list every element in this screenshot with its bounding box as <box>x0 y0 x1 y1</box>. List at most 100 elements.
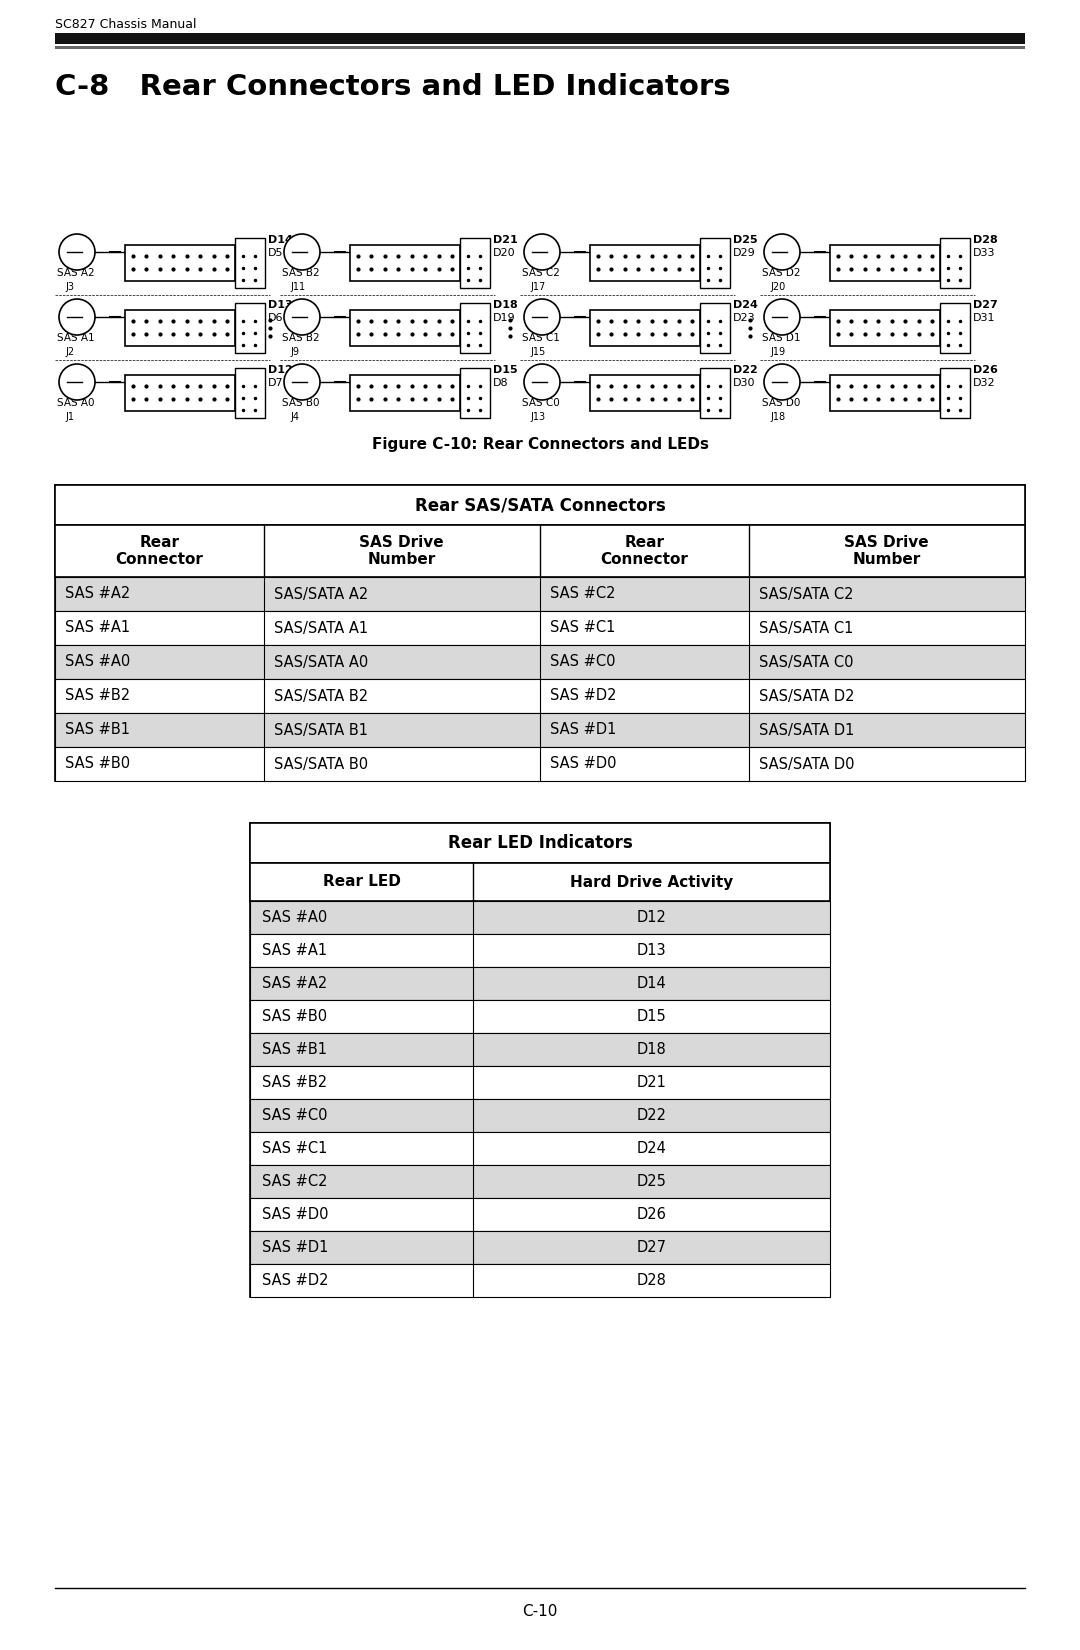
Text: D13: D13 <box>268 300 293 310</box>
Text: SAS Drive
Number: SAS Drive Number <box>845 535 929 568</box>
Text: J1: J1 <box>65 412 75 422</box>
Bar <box>235 302 265 353</box>
Text: D14: D14 <box>268 234 293 244</box>
Text: SAS C2: SAS C2 <box>522 267 559 277</box>
Text: D14: D14 <box>637 977 666 992</box>
Circle shape <box>524 234 561 271</box>
Text: SAS #B2: SAS #B2 <box>65 688 130 703</box>
Text: SAS A2: SAS A2 <box>57 267 95 277</box>
Text: SAS #B0: SAS #B0 <box>65 756 130 772</box>
Text: Rear LED Indicators: Rear LED Indicators <box>447 833 633 851</box>
Bar <box>235 238 265 287</box>
Text: D27: D27 <box>973 300 998 310</box>
Circle shape <box>284 299 320 335</box>
Bar <box>249 823 831 863</box>
Text: SAS #B1: SAS #B1 <box>262 1043 327 1058</box>
Bar <box>55 46 1025 50</box>
Text: SAS B2: SAS B2 <box>282 267 320 277</box>
Text: D22: D22 <box>733 365 758 375</box>
Text: SAS/SATA A0: SAS/SATA A0 <box>273 655 368 670</box>
Text: J3: J3 <box>65 282 75 292</box>
Circle shape <box>764 365 800 399</box>
Text: SAS/SATA C0: SAS/SATA C0 <box>758 655 853 670</box>
Text: D28: D28 <box>637 1274 666 1289</box>
Bar <box>249 1231 831 1264</box>
Text: Rear LED: Rear LED <box>323 874 401 889</box>
Text: SAS B2: SAS B2 <box>282 333 320 343</box>
Bar <box>249 1264 831 1297</box>
Text: SAS #C1: SAS #C1 <box>550 620 616 635</box>
Text: SAS #C2: SAS #C2 <box>550 586 616 602</box>
Text: J11: J11 <box>291 282 306 292</box>
Circle shape <box>524 299 561 335</box>
Text: SAS #D0: SAS #D0 <box>262 1208 328 1223</box>
Bar <box>700 238 730 287</box>
Text: SAS #C1: SAS #C1 <box>262 1142 327 1157</box>
Bar <box>55 680 1025 713</box>
Text: Rear
Connector: Rear Connector <box>116 535 203 568</box>
Text: J17: J17 <box>530 282 545 292</box>
Text: SAS D0: SAS D0 <box>762 398 800 408</box>
Text: D13: D13 <box>637 944 666 959</box>
Text: SAS/SATA D0: SAS/SATA D0 <box>758 756 854 772</box>
Bar <box>249 1132 831 1165</box>
Text: SAS Drive
Number: SAS Drive Number <box>360 535 444 568</box>
Bar <box>831 375 940 411</box>
Text: SAS #D2: SAS #D2 <box>262 1274 328 1289</box>
Bar <box>350 375 460 411</box>
Text: SAS/SATA B2: SAS/SATA B2 <box>273 688 367 703</box>
Text: D12: D12 <box>268 365 293 375</box>
Text: Rear SAS/SATA Connectors: Rear SAS/SATA Connectors <box>415 497 665 515</box>
Text: J4: J4 <box>291 412 299 422</box>
Text: SAS #A1: SAS #A1 <box>65 620 130 635</box>
Text: Rear
Connector: Rear Connector <box>600 535 688 568</box>
Circle shape <box>284 365 320 399</box>
Text: SAS/SATA B0: SAS/SATA B0 <box>273 756 367 772</box>
Text: D5: D5 <box>268 248 283 257</box>
Bar <box>249 1198 831 1231</box>
Text: D19: D19 <box>492 314 515 323</box>
Text: J15: J15 <box>530 346 545 356</box>
Bar <box>460 368 490 417</box>
Text: D26: D26 <box>973 365 998 375</box>
Bar <box>249 1165 831 1198</box>
Text: SAS #D0: SAS #D0 <box>550 756 617 772</box>
Bar <box>350 310 460 345</box>
Text: D27: D27 <box>636 1241 666 1256</box>
Text: SAS/SATA D2: SAS/SATA D2 <box>758 688 854 703</box>
Text: SAS #B2: SAS #B2 <box>262 1076 327 1091</box>
Text: SAS B0: SAS B0 <box>282 398 320 408</box>
Text: J18: J18 <box>770 412 785 422</box>
Text: SAS/SATA A2: SAS/SATA A2 <box>273 586 368 602</box>
Text: SAS #B0: SAS #B0 <box>262 1010 327 1025</box>
Circle shape <box>284 234 320 271</box>
Bar <box>55 747 1025 780</box>
Bar <box>55 713 1025 747</box>
Bar <box>55 578 1025 610</box>
Text: SAS #C0: SAS #C0 <box>262 1109 327 1124</box>
Circle shape <box>764 234 800 271</box>
Text: D21: D21 <box>492 234 517 244</box>
Bar <box>55 485 1025 525</box>
Text: SC827 Chassis Manual: SC827 Chassis Manual <box>55 18 197 31</box>
Bar <box>249 1033 831 1066</box>
Bar <box>55 525 1025 578</box>
Text: D21: D21 <box>637 1076 666 1091</box>
Bar <box>831 244 940 280</box>
Text: SAS #A1: SAS #A1 <box>262 944 327 959</box>
Text: D25: D25 <box>637 1175 666 1190</box>
Text: SAS #A2: SAS #A2 <box>262 977 327 992</box>
Text: J19: J19 <box>770 346 785 356</box>
Text: D30: D30 <box>733 378 756 388</box>
Text: SAS/SATA D1: SAS/SATA D1 <box>758 723 854 738</box>
Text: SAS #A0: SAS #A0 <box>262 911 327 926</box>
Bar <box>590 244 700 280</box>
Text: SAS C1: SAS C1 <box>522 333 559 343</box>
Bar <box>235 368 265 417</box>
Text: D15: D15 <box>492 365 517 375</box>
Circle shape <box>59 299 95 335</box>
Text: SAS #D2: SAS #D2 <box>550 688 617 703</box>
Text: C-10: C-10 <box>523 1604 557 1620</box>
Text: D18: D18 <box>492 300 517 310</box>
Text: D20: D20 <box>492 248 515 257</box>
